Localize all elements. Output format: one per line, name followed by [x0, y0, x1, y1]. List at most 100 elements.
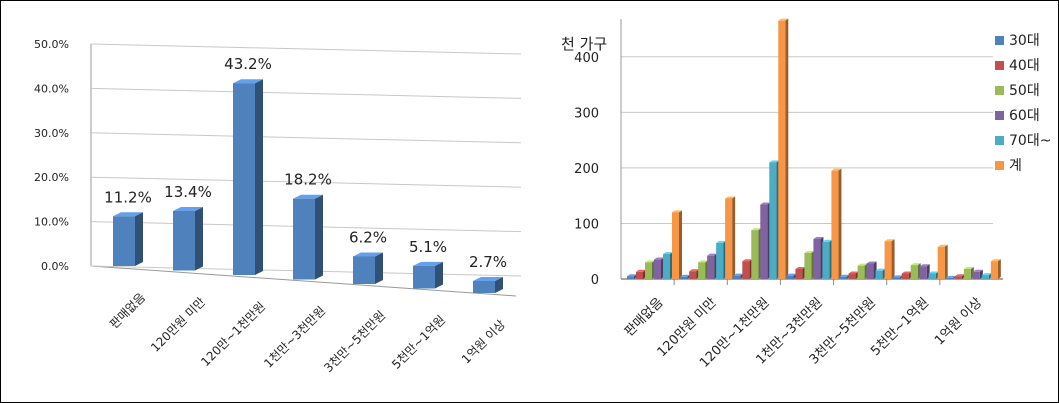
bar-top — [928, 271, 939, 274]
y-tick-label: 30.0% — [34, 127, 69, 140]
bar — [937, 244, 948, 279]
bar — [113, 212, 143, 266]
bar — [353, 252, 383, 284]
bar-top — [919, 264, 930, 267]
bar-top — [663, 252, 673, 254]
bar-top — [733, 273, 744, 276]
gridline — [90, 43, 522, 55]
bar-top — [822, 239, 833, 242]
legend-label: 계 — [1009, 158, 1022, 174]
x-tick-label: 3천만~5천만원 — [321, 308, 389, 376]
bar-top — [972, 269, 983, 272]
bar — [813, 237, 824, 279]
bar-side — [375, 252, 383, 284]
bar-top — [848, 271, 859, 274]
legend-swatch — [995, 111, 1004, 120]
bar-top — [901, 271, 912, 274]
bar-top — [963, 267, 974, 269]
bar-front — [725, 198, 733, 279]
bar-front — [786, 275, 794, 279]
bar-front — [636, 271, 643, 279]
bar-front — [839, 276, 847, 279]
bar-front — [937, 246, 945, 279]
bar-top — [233, 79, 263, 84]
bar-front — [910, 265, 918, 279]
bar-front — [981, 275, 989, 279]
x-tick-label: 5천만~1억원 — [388, 312, 448, 372]
bar-front — [901, 273, 909, 279]
legend-label: 30대 — [1009, 33, 1040, 49]
bar-top — [751, 228, 762, 231]
bar-top — [353, 252, 383, 257]
data-label: 5.1% — [409, 238, 447, 256]
bar-top — [831, 168, 842, 171]
bar-front — [778, 20, 786, 280]
bar — [875, 268, 886, 279]
bar-top — [875, 268, 886, 271]
data-label: 18.2% — [284, 171, 332, 189]
bar — [804, 250, 815, 279]
bar-front — [654, 259, 661, 279]
bar-top — [813, 237, 824, 239]
bar-side — [838, 168, 842, 279]
bar-top — [990, 259, 1001, 262]
bar-side — [135, 212, 143, 266]
bar-front — [945, 277, 953, 279]
bar-front — [990, 261, 998, 279]
x-tick-label: 판매없음 — [622, 295, 666, 339]
data-label: 43.2% — [224, 55, 272, 73]
bar-top — [113, 212, 143, 217]
bar — [972, 269, 983, 279]
bar-top — [760, 202, 771, 205]
bar — [866, 261, 877, 279]
bar-top — [954, 274, 965, 277]
bar-side — [679, 210, 682, 279]
legend-swatch — [995, 36, 1004, 45]
bar-top — [804, 250, 815, 253]
gridline — [90, 87, 522, 99]
bar — [884, 239, 895, 279]
x-tick-label: 1천만~3천만원 — [261, 303, 329, 371]
bar — [928, 271, 939, 279]
bar-front — [173, 211, 195, 271]
bar-front — [892, 277, 900, 279]
bar — [654, 257, 664, 279]
bar-top — [742, 259, 753, 262]
legend-swatch — [995, 61, 1004, 70]
y-tick-label: 0.0% — [41, 260, 69, 273]
bar — [672, 210, 682, 279]
bar — [901, 271, 912, 279]
bar-top — [725, 196, 736, 199]
y-tick-label: 300 — [574, 106, 599, 121]
bar-front — [413, 265, 435, 289]
bar — [822, 239, 833, 279]
y-tick-label: 50.0% — [34, 38, 69, 51]
bar — [725, 196, 736, 279]
bar-front — [963, 269, 971, 279]
bar — [645, 260, 655, 279]
y-axis-title: 천 가구 — [561, 35, 607, 53]
bar — [990, 259, 1001, 279]
bar — [233, 79, 263, 275]
legend: 30대 40대 50대 60대 70대~ 계 — [995, 33, 1051, 174]
bar — [769, 160, 780, 279]
bar — [716, 240, 727, 279]
bar-side — [255, 79, 263, 275]
bar-front — [353, 256, 375, 284]
bar-front — [972, 271, 980, 279]
bar-front — [857, 265, 865, 279]
bar-front — [663, 254, 670, 279]
legend-swatch — [995, 161, 1004, 170]
bar-top — [654, 257, 664, 260]
y-tick-label: 400 — [574, 51, 599, 66]
bar-front — [733, 275, 741, 279]
data-label: 13.4% — [164, 183, 212, 201]
bar-top — [672, 210, 682, 213]
bar-top — [866, 261, 877, 264]
bar-side — [944, 244, 948, 279]
bar-top — [857, 263, 868, 266]
bar-front — [813, 239, 821, 279]
x-axis-line — [90, 265, 517, 297]
left-bar-chart: 0.0% 10.0% 20.0% 30.0% 40.0% 50.0% 11.2% 판매없음 13… — [34, 38, 522, 376]
